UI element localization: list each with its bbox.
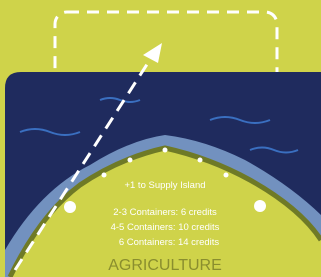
card-title: AGRICULTURE — [108, 257, 222, 274]
reward-line: 2-3 Containers: 6 credits — [113, 207, 217, 218]
card: +1 to Supply Island 2-3 Containers: 6 cr… — [0, 0, 321, 277]
reward-line: 4-5 Containers: 10 credits — [111, 222, 220, 233]
page: +1 to Supply Island 2-3 Containers: 6 cr… — [0, 0, 321, 277]
bonus-text: +1 to Supply Island — [124, 180, 205, 191]
reward-line: 6 Containers: 14 credits — [119, 237, 220, 248]
